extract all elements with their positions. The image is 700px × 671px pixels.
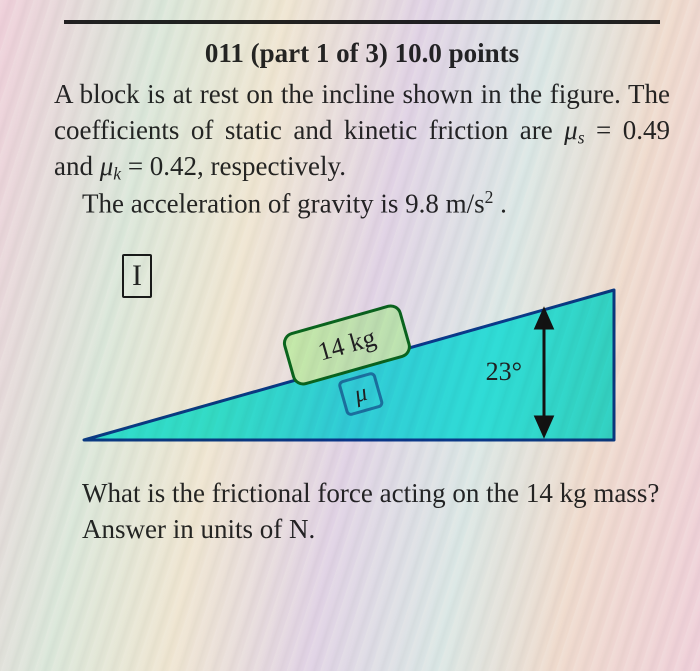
heading-prefix: 011 (part 1 of 3) <box>205 38 395 68</box>
problem-body: A block is at rest on the incline shown … <box>54 77 670 186</box>
mu-k-symbol: μ <box>100 151 114 181</box>
mu-s-sub: s <box>578 127 585 147</box>
question-line2: Answer in units of N. <box>54 512 670 548</box>
mu-k-sub: k <box>113 164 121 184</box>
angle-label: 23° <box>486 357 522 386</box>
page: 011 (part 1 of 3) 10.0 points A block is… <box>0 0 700 567</box>
question-line1: What is the frictional force acting on t… <box>54 476 670 512</box>
problem-heading: 011 (part 1 of 3) 10.0 points <box>54 38 670 69</box>
i-label: I <box>132 259 142 292</box>
grav-pre: The acceleration of gravity is 9.8 m/s <box>82 188 485 218</box>
mu-s-symbol: μ <box>564 115 578 145</box>
heading-points: 10.0 points <box>395 38 520 68</box>
eq2: = 0.42, respectively. <box>121 151 346 181</box>
gravity-line: The acceleration of gravity is 9.8 m/s2 … <box>54 186 670 222</box>
hr-rule <box>64 20 660 24</box>
figure: I 14 kg μ 23° <box>54 230 670 470</box>
grav-post: . <box>493 188 507 218</box>
i-box: I <box>122 254 152 298</box>
